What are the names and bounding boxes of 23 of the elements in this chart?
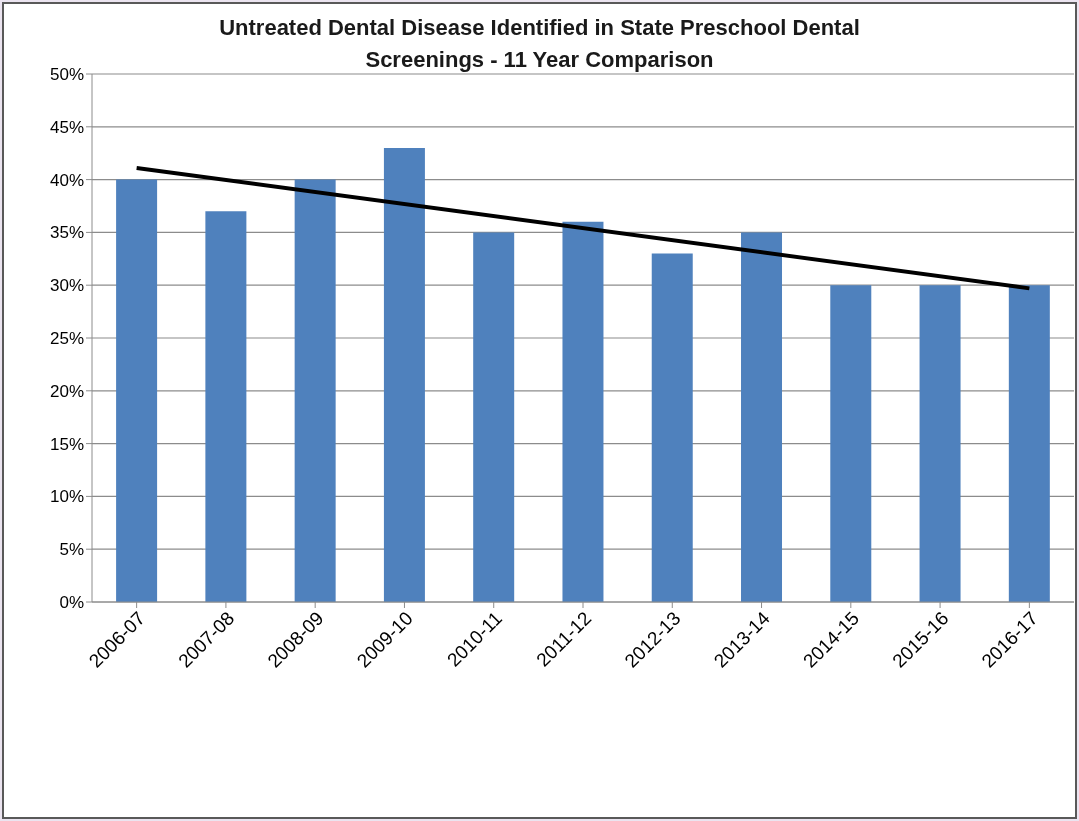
y-tick-label: 30% xyxy=(49,276,84,296)
bar xyxy=(294,179,336,602)
y-tick-label: 50% xyxy=(49,65,84,85)
bar xyxy=(383,147,425,602)
y-tick-label: 0% xyxy=(59,593,84,613)
bar xyxy=(741,232,783,602)
y-tick-label: 5% xyxy=(59,540,84,560)
bar xyxy=(919,285,961,602)
bar xyxy=(830,285,872,602)
bar xyxy=(651,253,693,602)
y-tick-label: 15% xyxy=(49,434,84,454)
bar xyxy=(562,221,604,602)
bar xyxy=(473,232,515,602)
y-tick-label: 35% xyxy=(49,223,84,243)
bar xyxy=(1008,285,1050,602)
bar xyxy=(116,179,158,602)
chart-title: Untreated Dental Disease Identified in State Preschool Dental Screenings - 11 Year Comparison xyxy=(219,15,860,72)
y-tick-label: 45% xyxy=(49,117,84,137)
y-tick-label: 40% xyxy=(49,170,84,190)
y-tick-label: 25% xyxy=(49,329,84,349)
y-tick-label: 10% xyxy=(49,487,84,507)
y-tick-label: 20% xyxy=(49,381,84,401)
bar xyxy=(205,211,247,602)
